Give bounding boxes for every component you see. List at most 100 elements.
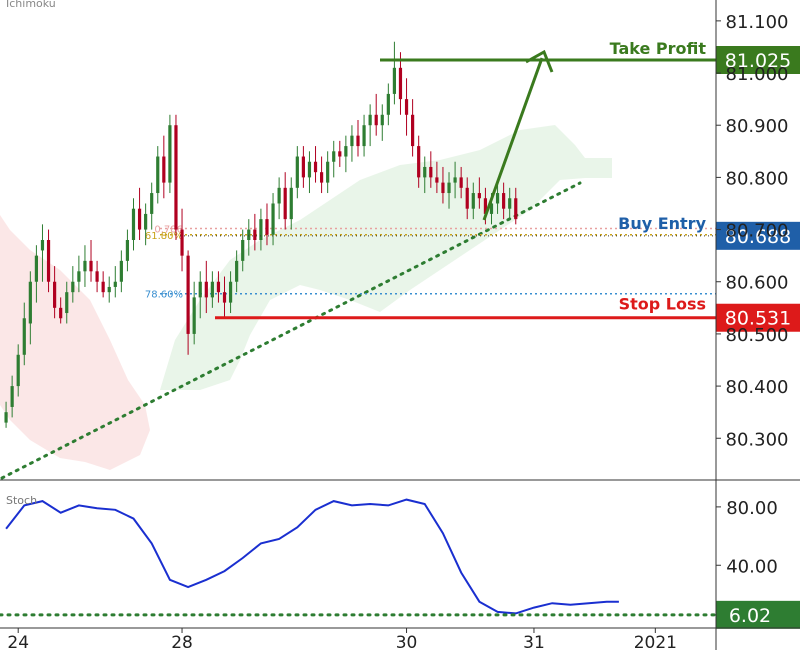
candle [192, 281, 196, 345]
candle [277, 177, 281, 220]
candle [392, 41, 397, 105]
y-tick-label: 81.000 [726, 64, 789, 85]
candle [125, 229, 130, 272]
candle-body [417, 146, 421, 178]
y-tick-label: 81.100 [726, 12, 789, 33]
candle-body [459, 177, 463, 188]
candle [295, 146, 299, 199]
candle [150, 182, 154, 230]
candle [113, 266, 117, 298]
candle [465, 177, 469, 220]
candle [356, 120, 360, 157]
fib-label: 78.60% [145, 290, 183, 301]
buy-entry-value-box [716, 221, 800, 250]
candle [289, 177, 293, 230]
candle [362, 114, 366, 157]
candle [83, 245, 87, 287]
candle [338, 140, 342, 167]
candle [447, 172, 451, 209]
candle-body [101, 281, 105, 293]
candle-body [380, 114, 384, 126]
arrow-shaft [482, 57, 544, 221]
x-tick-label: 31 [523, 633, 545, 650]
x-tick-label: 28 [171, 633, 193, 650]
candle-body [228, 281, 233, 303]
candle [307, 151, 312, 194]
candle-body [53, 281, 57, 308]
candle [101, 271, 105, 298]
candle [380, 104, 384, 141]
candle [253, 213, 257, 251]
candle [350, 125, 354, 162]
candle-body [119, 260, 123, 282]
candle [95, 260, 99, 293]
candle-body [411, 114, 415, 147]
stop-loss-label: Stop Loss [619, 295, 706, 314]
candle-body [65, 292, 69, 314]
candle-body [471, 193, 475, 209]
candle [40, 224, 45, 282]
candle [259, 208, 263, 251]
candle-body [89, 260, 93, 272]
candle-body [265, 219, 269, 235]
candle [180, 208, 184, 272]
candle [59, 297, 63, 324]
candle-body [131, 208, 136, 240]
candle [404, 78, 409, 136]
candle [471, 182, 475, 220]
candle-body [162, 156, 166, 183]
candle-body [253, 229, 257, 240]
candle [228, 271, 233, 314]
candle-body [192, 297, 196, 334]
candle-body [168, 125, 172, 183]
candle [4, 401, 8, 428]
indicator-label-stoch: Stoch [6, 494, 37, 507]
candle [168, 114, 172, 194]
candle-body [289, 187, 293, 220]
candle [477, 177, 481, 209]
candle [34, 245, 39, 303]
candle [210, 271, 214, 308]
candle-body [441, 182, 445, 194]
candle-body [198, 281, 202, 298]
candle [119, 250, 123, 293]
candle [174, 114, 178, 240]
take-profit-label: Take Profit [610, 39, 707, 58]
candle-body [247, 229, 251, 240]
candle-body [46, 240, 51, 282]
candle-body [59, 307, 63, 319]
indicator-label-ichimoku: Ichimoku [6, 0, 56, 10]
candle [28, 271, 32, 345]
buy-entry-label: Buy Entry [618, 214, 706, 233]
y-tick-label: 80.900 [726, 116, 789, 137]
candle-body [271, 203, 275, 235]
candle-body [489, 203, 494, 214]
candle-body [392, 67, 397, 94]
candle-body [502, 193, 506, 209]
stochastic-pane: 6.02 [0, 498, 800, 629]
candle [495, 182, 500, 214]
candle [10, 375, 14, 418]
candle [398, 52, 403, 115]
candle-body [508, 198, 512, 209]
candle [429, 151, 433, 188]
buy-entry-value: 80.688 [725, 226, 791, 248]
candle-body [319, 172, 324, 183]
stoch-value: 6.02 [729, 605, 771, 627]
candle [319, 156, 324, 194]
candle [16, 344, 20, 397]
candle [326, 151, 330, 194]
candle [459, 166, 463, 199]
candle-body [477, 193, 481, 199]
candle-body [435, 177, 439, 183]
candle [411, 99, 415, 157]
y-tick-label: 80.300 [726, 429, 789, 450]
candle [22, 302, 26, 366]
candle-body [137, 208, 142, 230]
target-arrow [482, 49, 554, 221]
candle-body [398, 67, 403, 100]
candle [435, 161, 439, 194]
candle-body [313, 161, 318, 173]
